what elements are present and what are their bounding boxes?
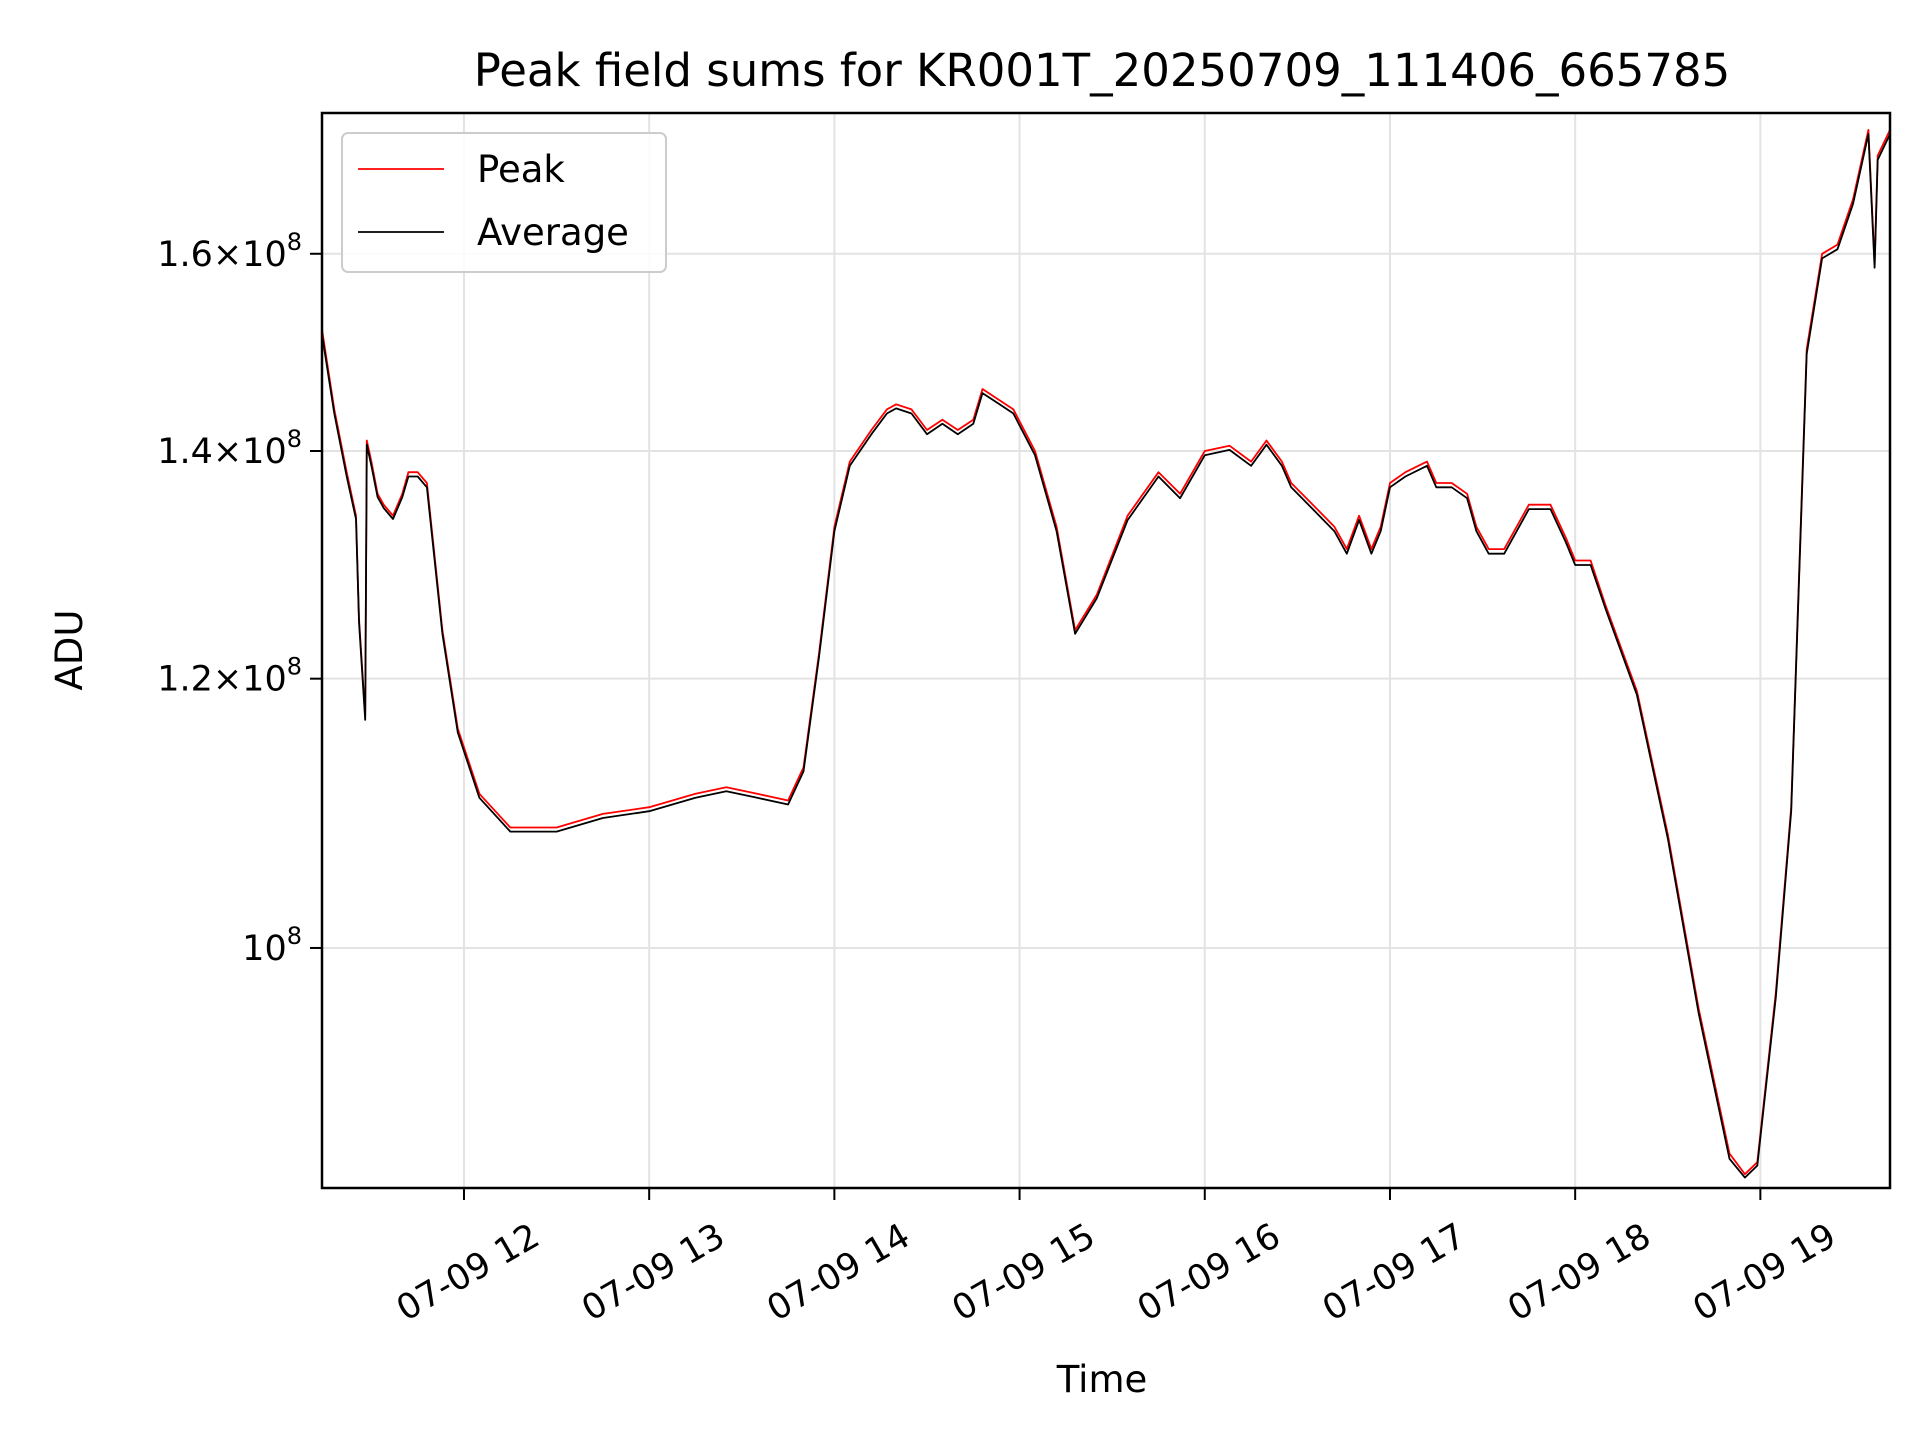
legend-label: Average bbox=[477, 211, 629, 254]
chart-title: Peak field sums for KR001T_20250709_1114… bbox=[474, 44, 1731, 97]
grid bbox=[322, 113, 1890, 1188]
legend-box bbox=[341, 132, 667, 273]
y-axis-label: ADU bbox=[48, 610, 91, 691]
y-tick-label: 1.6×108 bbox=[157, 228, 302, 275]
y-tick-label: 1.4×108 bbox=[157, 425, 302, 472]
series-line-average bbox=[321, 133, 1891, 1179]
legend: Peak Average bbox=[341, 132, 667, 273]
x-axis-label: Time bbox=[1056, 1358, 1148, 1401]
legend-label: Peak bbox=[477, 148, 565, 191]
series-layer bbox=[321, 129, 1891, 1179]
plot-frame bbox=[320, 111, 1892, 1190]
y-tick-label: 1.2×108 bbox=[157, 653, 302, 700]
